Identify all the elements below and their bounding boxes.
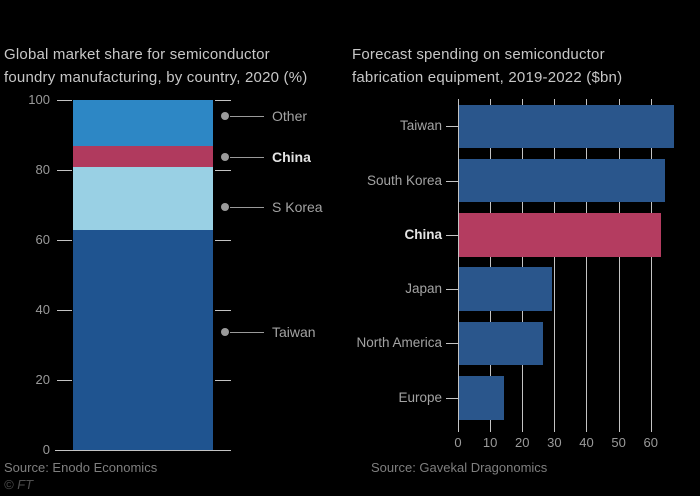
y-axis-tick-right [215, 380, 231, 381]
y-axis-tick-left [57, 310, 72, 311]
category-label-taiwan: Taiwan [399, 118, 442, 134]
x-axis-tick-label: 60 [643, 435, 658, 450]
category-label-europe: Europe [398, 389, 442, 405]
y-axis-tick-left [57, 170, 72, 171]
x-axis-tick-label: 10 [482, 435, 498, 450]
x-axis-tick-label: 50 [611, 435, 626, 450]
y-axis-tick-label: 100 [28, 92, 50, 107]
y-axis-tick-left [57, 380, 72, 381]
y-axis-tick-label: 20 [35, 372, 50, 387]
x-axis-tick-label: 0 [454, 435, 462, 450]
category-label-north-america: North America [356, 335, 442, 351]
stack-segment-s-korea [73, 166, 213, 230]
right-chart-title-line1: Forecast spending on semiconductor [352, 46, 605, 63]
bar-china [459, 213, 662, 257]
category-tick-taiwan [446, 126, 458, 128]
y-axis-tick-right [215, 100, 231, 101]
left-chart-title-line1: Global market share for semiconductor [4, 46, 270, 63]
category-label-japan: Japan [405, 281, 442, 297]
ft-copyright-mark: © FT [4, 477, 34, 492]
y-axis-tick-label: 80 [35, 162, 50, 177]
y-axis-tick-label: 60 [35, 232, 50, 247]
annotation-line-s-korea [230, 207, 264, 208]
bar-taiwan [459, 104, 675, 148]
x-gridline-60 [650, 99, 652, 432]
bar-north-america [459, 321, 543, 366]
annotation-label-other: Other [272, 108, 308, 124]
stack-segment-taiwan [73, 229, 213, 450]
right-chart-title-line2: fabrication equipment, 2019-2022 ($bn) [352, 69, 623, 86]
y-axis-tick-right [215, 170, 231, 171]
left-chart-source: Source: Enodo Economics [4, 460, 158, 475]
stack-segment-other [73, 100, 213, 146]
y-axis-tick-left [57, 240, 72, 241]
x-gridline-10 [490, 99, 492, 432]
right-chart-source: Source: Gavekal Dragonomics [371, 460, 548, 475]
annotation-line-other [230, 116, 264, 117]
x-axis-tick-label: 30 [547, 435, 562, 450]
annotation-line-taiwan [230, 332, 264, 333]
x-axis-tick-label: 40 [579, 435, 594, 450]
category-tick-north-america [446, 343, 458, 345]
annotation-label-s-korea: S Korea [272, 199, 323, 215]
x-gridline-30 [554, 99, 556, 432]
bar-japan [459, 267, 553, 311]
x-gridline-40 [586, 99, 588, 432]
bar-europe [459, 376, 504, 420]
category-tick-europe [446, 397, 458, 399]
annotation-label-china: China [272, 149, 311, 165]
category-tick-japan [446, 289, 458, 291]
annotation-dot-s-korea [221, 203, 229, 211]
right-chart-title: Forecast spending on semiconductor fabri… [352, 43, 622, 89]
annotation-label-taiwan: Taiwan [272, 324, 316, 340]
category-tick-south-korea [446, 180, 458, 182]
x-gridline-0 [458, 99, 459, 432]
bar-south-korea [459, 158, 665, 203]
annotation-dot-taiwan [221, 328, 229, 336]
y-axis-tick-right [215, 310, 231, 311]
x-axis-tick-label: 20 [515, 435, 530, 450]
annotation-dot-china [221, 153, 229, 161]
category-tick-china [446, 234, 458, 236]
left-chart-title-line2: foundry manufacturing, by country, 2020 … [4, 69, 308, 86]
annotation-dot-other [221, 112, 229, 120]
category-label-china: China [404, 226, 442, 242]
x-gridline-50 [618, 99, 620, 432]
y-axis-tick-label: 40 [35, 302, 50, 317]
stack-segment-china [73, 145, 213, 167]
x-gridline-20 [522, 99, 524, 432]
annotation-line-china [230, 157, 264, 158]
x-axis-baseline [55, 450, 231, 451]
left-chart-title: Global market share for semiconductor fo… [4, 43, 307, 89]
y-axis-tick-left [57, 100, 72, 101]
y-axis-tick-right [215, 240, 231, 241]
y-axis-tick-label: 0 [42, 442, 50, 457]
category-label-south-korea: South Korea [366, 172, 442, 188]
